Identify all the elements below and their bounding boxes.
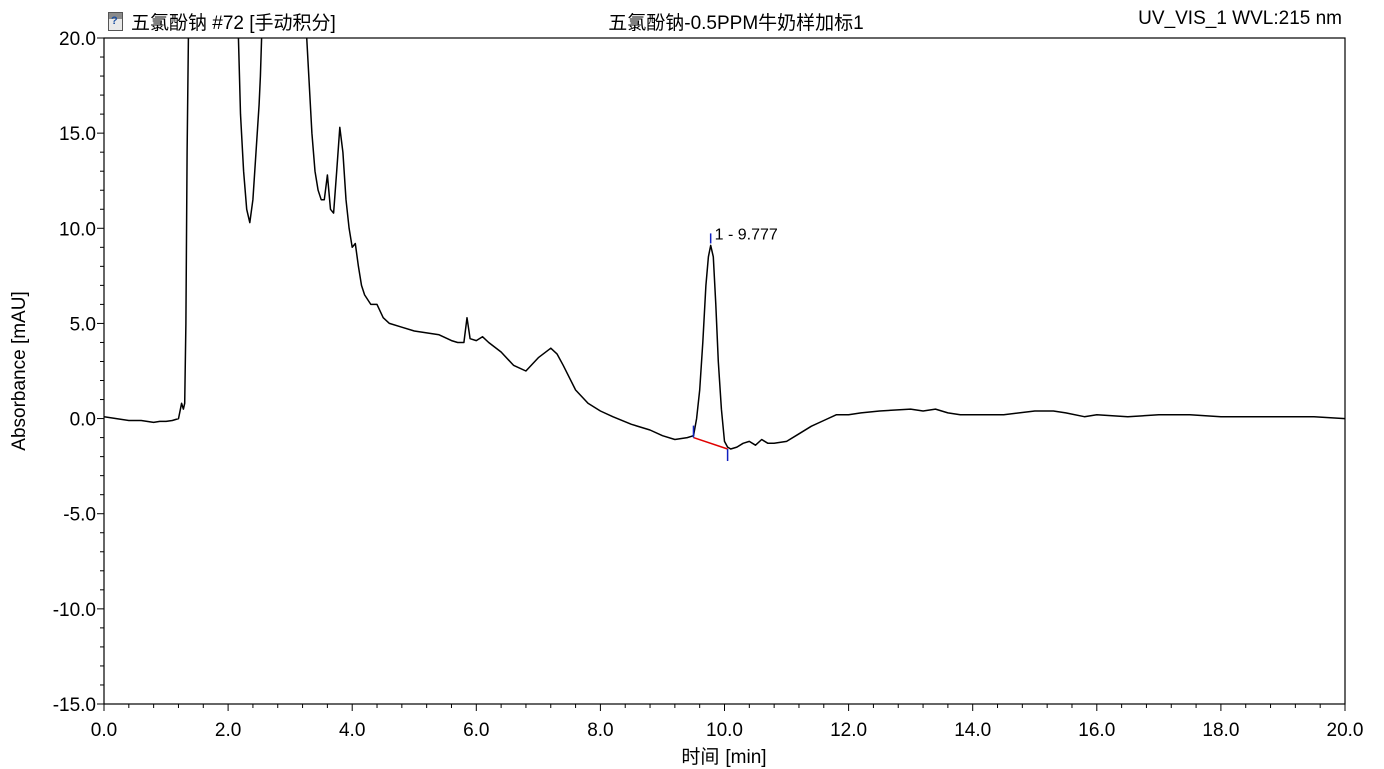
y-tick-label: 10.0: [59, 219, 96, 240]
y-axis-label: Absorbance [mAU]: [9, 291, 30, 450]
y-axis: -15.0 -10.0 -5.0 0.0 5.0 10.0 15.0 20.0: [53, 29, 104, 716]
x-tick-label: 10.0: [706, 720, 743, 741]
x-tick-label: 8.0: [587, 720, 613, 741]
detector-channel-label: UV_VIS_1 WVL:215 nm: [1138, 8, 1342, 29]
y-tick-label: 0.0: [70, 410, 96, 431]
x-tick-label: 6.0: [463, 720, 489, 741]
x-tick-label: 0.0: [91, 720, 117, 741]
x-tick-label: 20.0: [1327, 720, 1364, 741]
chromatogram-trace: [104, 38, 1345, 450]
injection-number: #72: [212, 13, 244, 34]
x-axis: 0.0 2.0 4.0 6.0 8.0 10.0 12.0 14.0 16.0 18.0 20.0: [91, 704, 1364, 741]
x-tick-label: 4.0: [339, 720, 365, 741]
integration-mode: [手动积分]: [249, 13, 336, 34]
x-axis-label-text: 时间: [681, 746, 719, 768]
x-tick-label: 16.0: [1078, 720, 1115, 741]
y-tick-label: -10.0: [53, 600, 96, 621]
sequence-document-icon[interactable]: ?: [108, 12, 123, 31]
peak-annotations: 1 - 9.777: [692, 226, 778, 462]
y-tick-label: 20.0: [59, 29, 96, 50]
chromatogram-sample-header: ? 五氯酚钠 #72 [手动积分]: [108, 8, 336, 35]
sample-name: 五氯酚钠: [131, 13, 208, 34]
x-tick-label: 18.0: [1202, 720, 1239, 741]
x-tick-label: 2.0: [215, 720, 241, 741]
x-tick-label: 14.0: [954, 720, 991, 741]
y-tick-label: -5.0: [63, 505, 96, 526]
plot-area-frame: [103, 37, 1346, 705]
x-axis-label-unit: [min]: [725, 747, 766, 768]
peak-label[interactable]: 1 - 9.777: [715, 226, 778, 243]
x-axis-label: 时间 [min]: [681, 746, 766, 768]
y-tick-label: 15.0: [59, 124, 96, 145]
x-tick-label: 12.0: [830, 720, 867, 741]
y-tick-label: -15.0: [53, 695, 96, 716]
chart-title: 五氯酚钠-0.5PPM牛奶样加标1: [608, 13, 864, 34]
series-layer: [104, 38, 1345, 450]
peak-baseline: [693, 436, 728, 450]
y-tick-label: 5.0: [70, 314, 96, 335]
